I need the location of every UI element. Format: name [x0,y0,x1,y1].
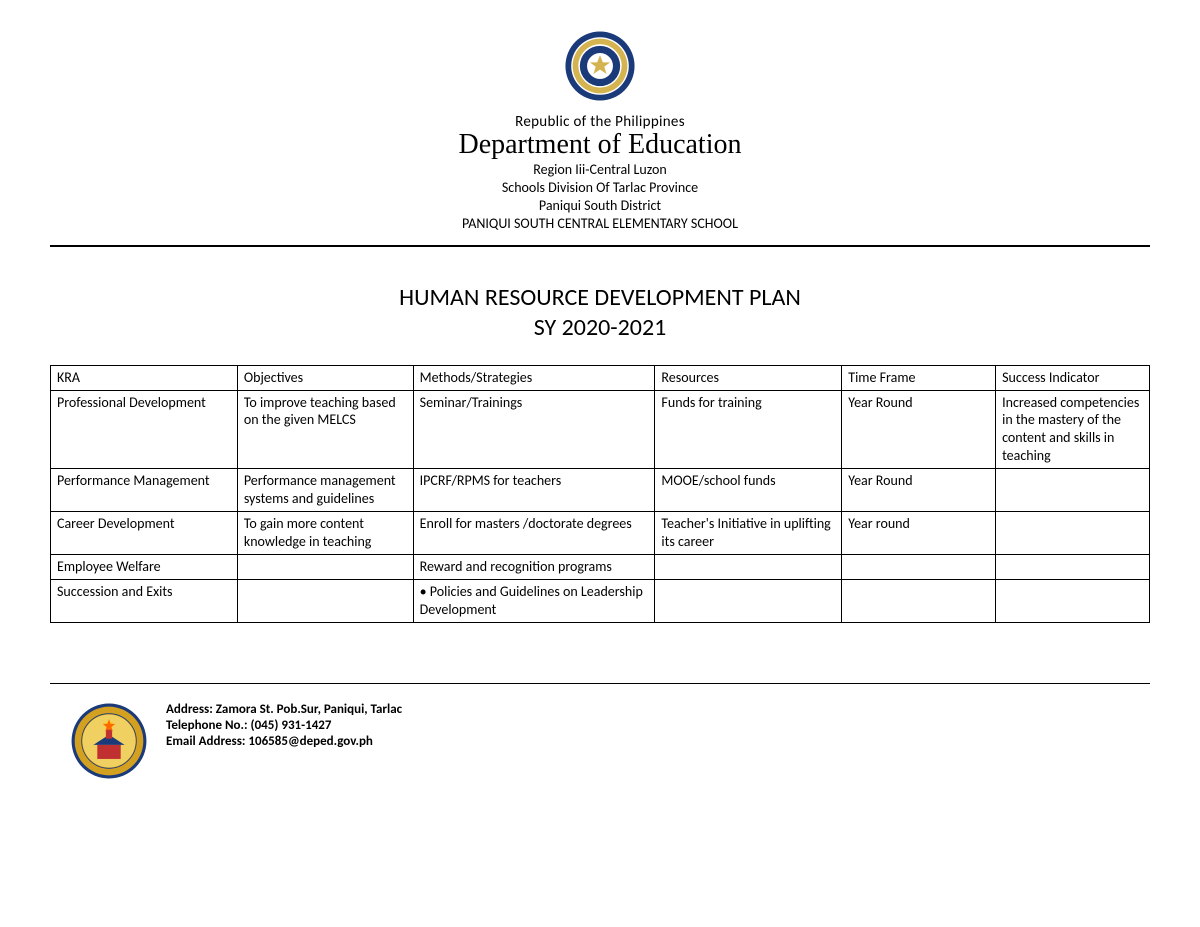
region-line: Region Iii-Central Luzon [50,161,1150,179]
table-row: Performance Management Performance manag… [51,469,1150,512]
cell-objectives: To improve teaching based on the given M… [237,390,413,469]
tel-value: (045) 931-1427 [248,718,332,733]
cell-success [996,554,1150,579]
cell-time [842,579,996,622]
hr-plan-table: KRA Objectives Methods/Strategies Resour… [50,365,1150,623]
cell-resources [655,579,842,622]
cell-time: Year round [842,511,996,554]
table-row: Professional Development To improve teac… [51,390,1150,469]
school-line: PANIQUI SOUTH CENTRAL ELEMENTARY SCHOOL [50,215,1150,233]
cell-kra: Succession and Exits [51,579,238,622]
footer-telephone: Telephone No.: (045) 931-1427 [166,718,402,733]
cell-resources [655,554,842,579]
cell-resources: Funds for training [655,390,842,469]
letterhead: Republic of the Philippines Department o… [50,30,1150,233]
cell-kra: Professional Development [51,390,238,469]
cell-methods: Reward and recognition programs [413,554,655,579]
col-header-methods: Methods/Strategies [413,365,655,390]
cell-time: Year Round [842,390,996,469]
cell-methods: Seminar/Trainings [413,390,655,469]
col-header-resources: Resources [655,365,842,390]
district-line: Paniqui South District [50,197,1150,215]
cell-objectives: Performance management systems and guide… [237,469,413,512]
cell-methods: IPCRF/RPMS for teachers [413,469,655,512]
header-divider [50,245,1150,247]
table-row: Career Development To gain more content … [51,511,1150,554]
col-header-timeframe: Time Frame [842,365,996,390]
col-header-objectives: Objectives [237,365,413,390]
cell-methods: Enroll for masters /doctorate degrees [413,511,655,554]
cell-success: Increased competencies in the mastery of… [996,390,1150,469]
cell-methods: • Policies and Guidelines on Leadership … [413,579,655,622]
cell-kra: Employee Welfare [51,554,238,579]
table-row: Employee Welfare Reward and recognition … [51,554,1150,579]
cell-kra: Performance Management [51,469,238,512]
col-header-success: Success Indicator [996,365,1150,390]
cell-time: Year Round [842,469,996,512]
cell-objectives: To gain more content knowledge in teachi… [237,511,413,554]
school-logo-icon [70,702,148,785]
footer-address: Address: Zamora St. Pob.Sur, Paniqui, Ta… [166,702,402,717]
document-title: HUMAN RESOURCE DEVELOPMENT PLAN SY 2020-… [50,283,1150,343]
email-value: 106585@deped.gov.ph [245,734,372,749]
department-line: Department of Education [50,129,1150,161]
address-label: Address: [166,702,213,717]
cell-kra: Career Development [51,511,238,554]
footer-email: Email Address: 106585@deped.gov.ph [166,734,402,749]
footer: Address: Zamora St. Pob.Sur, Paniqui, Ta… [50,702,1150,785]
deped-seal-icon [564,30,636,107]
footer-divider [50,683,1150,684]
cell-objectives [237,579,413,622]
cell-success [996,511,1150,554]
cell-objectives [237,554,413,579]
address-value: Zamora St. Pob.Sur, Paniqui, Tarlac [213,702,402,717]
table-row: Succession and Exits • Policies and Guid… [51,579,1150,622]
cell-time [842,554,996,579]
table-header-row: KRA Objectives Methods/Strategies Resour… [51,365,1150,390]
title-line-2: SY 2020-2021 [50,313,1150,343]
title-line-1: HUMAN RESOURCE DEVELOPMENT PLAN [50,283,1150,313]
footer-contact: Address: Zamora St. Pob.Sur, Paniqui, Ta… [166,702,402,750]
cell-resources: Teacher's Initiative in uplifting its ca… [655,511,842,554]
cell-success [996,469,1150,512]
email-label: Email Address: [166,734,245,749]
cell-success [996,579,1150,622]
division-line: Schools Division Of Tarlac Province [50,179,1150,197]
cell-resources: MOOE/school funds [655,469,842,512]
tel-label: Telephone No.: [166,718,248,733]
col-header-kra: KRA [51,365,238,390]
